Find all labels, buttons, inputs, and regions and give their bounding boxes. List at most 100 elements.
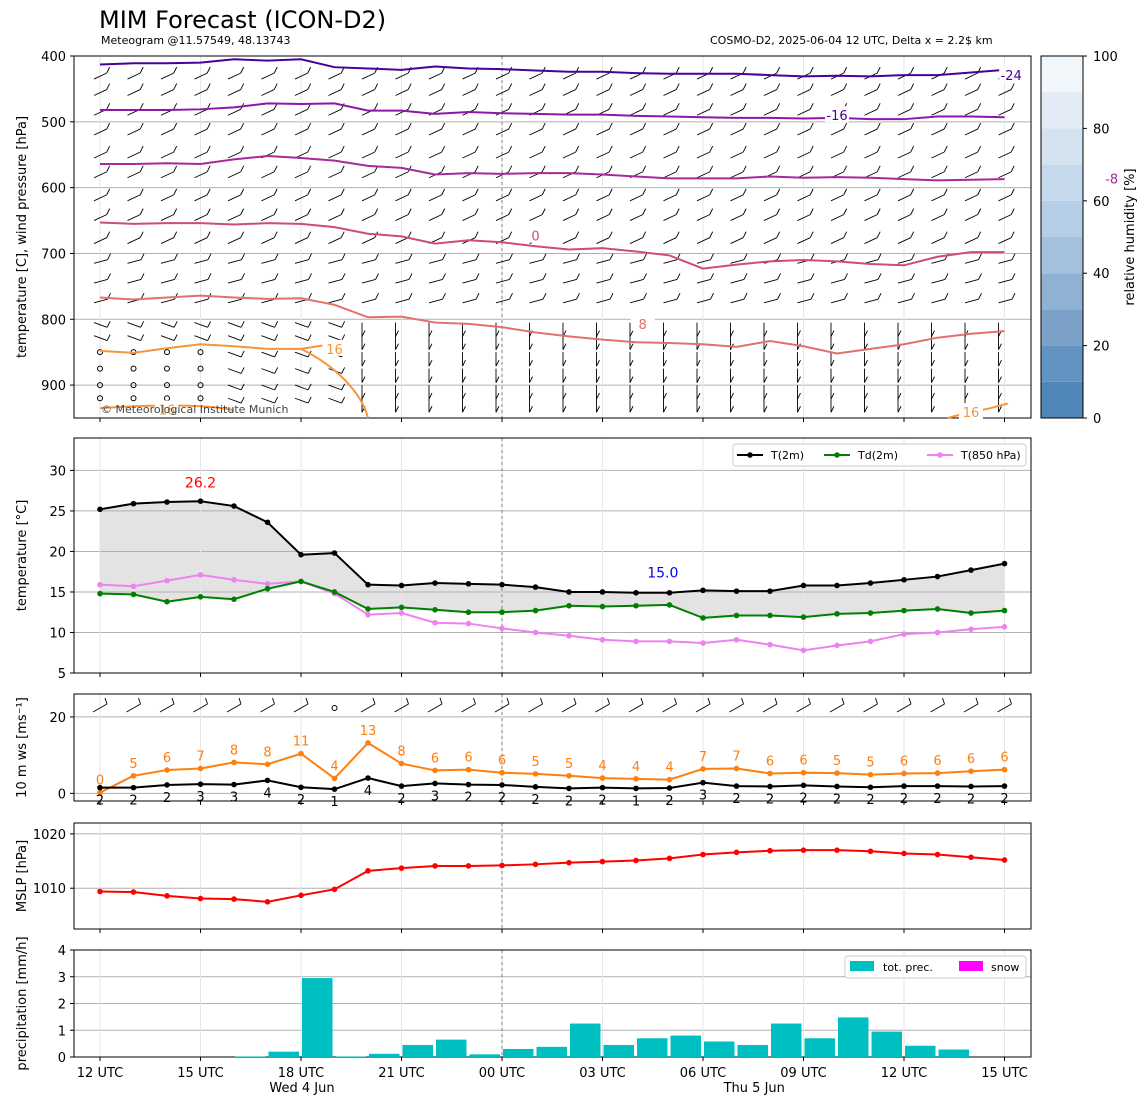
wind-barb	[730, 214, 744, 221]
wind-barb-feather	[998, 406, 1002, 413]
wind-barb-feather	[541, 103, 546, 110]
wind-barb-feather	[629, 376, 634, 383]
wind-barb	[328, 298, 343, 304]
wind-barb-feather	[106, 122, 111, 130]
wind-barb	[763, 279, 778, 284]
y-tick-label: 800	[41, 313, 66, 328]
data-point	[767, 612, 773, 619]
wind-barb	[864, 194, 878, 202]
wind-barb	[294, 279, 309, 284]
wind-barb	[93, 298, 108, 304]
wind-barb	[663, 237, 677, 244]
wind-barb	[729, 703, 744, 713]
wind-barb-feather	[674, 697, 677, 705]
wind-barb	[227, 322, 242, 328]
wind-barb	[93, 89, 107, 96]
wind-barb-feather	[106, 83, 111, 90]
wind-barb-feather	[307, 231, 312, 238]
wind-barb-feather	[978, 253, 982, 260]
wind-barb-feather	[340, 145, 345, 153]
temperature-panel: 5 10 15 20 25 30 temperature [°C] 26.2 15.0 T(2m)…	[15, 437, 1032, 682]
gust-value-label: 7	[699, 750, 707, 765]
wind-barb	[261, 89, 275, 96]
wind-barb	[964, 128, 978, 136]
calm-wind-marker	[197, 395, 204, 402]
wind-barb-feather	[375, 253, 379, 260]
wind-barb-feather	[841, 697, 845, 705]
wind-barb	[628, 703, 644, 713]
wind-barb	[127, 128, 141, 136]
data-point	[867, 784, 874, 791]
wind-barb-feather	[742, 83, 747, 90]
wind-barb	[361, 259, 376, 264]
wind-barb	[395, 128, 409, 136]
isotherm-label-bg	[959, 403, 983, 420]
wind-barb-feather	[742, 103, 747, 110]
mean-wind-value-label: 2	[96, 794, 104, 809]
wind-barb-feather	[1010, 83, 1015, 90]
wind-barb	[261, 128, 275, 136]
wind-barb-feather	[428, 359, 433, 367]
data-point	[264, 585, 271, 592]
wind-barb-feather	[808, 697, 811, 705]
wind-barb	[964, 298, 979, 304]
calm-wind-marker	[164, 395, 170, 402]
wind-barb-feather	[495, 330, 500, 337]
wind-barb-feather	[575, 165, 580, 173]
wind-barb	[93, 151, 107, 159]
wind-barb-feather	[307, 334, 312, 341]
wind-barb	[730, 89, 744, 96]
wind-barb-feather	[743, 292, 748, 300]
wind-barb	[964, 72, 978, 80]
wind-barb	[797, 151, 811, 159]
wind-barb-feather	[576, 253, 580, 260]
calm-wind-marker	[164, 365, 170, 372]
wind-barb-feather	[428, 343, 433, 350]
wind-barb	[328, 72, 342, 80]
wind-barb	[629, 108, 643, 116]
mean-wind-value-label: 2	[129, 794, 137, 809]
data-point	[365, 740, 371, 746]
wind-barb-feather	[441, 66, 446, 74]
wind-barb-feather	[810, 253, 815, 260]
y-tick-label: 25	[49, 505, 66, 520]
wind-barb-feather	[675, 208, 680, 215]
wind-barb-feather	[642, 145, 647, 153]
wind-barb	[696, 194, 710, 202]
wind-barb	[931, 194, 945, 202]
data-point	[532, 861, 539, 868]
wind-barb-feather	[307, 383, 312, 391]
wind-barb	[261, 237, 275, 244]
wind-barb-feather	[340, 188, 345, 196]
wind-barb-feather	[843, 83, 848, 90]
calm-wind-marker	[130, 382, 137, 389]
wind-barb-feather	[272, 697, 275, 705]
data-point	[164, 499, 170, 505]
wind-barb-feather	[542, 273, 547, 280]
wind-barb	[797, 279, 812, 284]
y-tick-label: 400	[41, 50, 66, 65]
data-point	[231, 596, 237, 603]
data-point	[800, 647, 807, 654]
wind-barb-feather	[274, 383, 279, 391]
wind-barb	[830, 298, 845, 304]
wind-barb	[797, 194, 811, 202]
wind-barb-feather	[1010, 231, 1015, 238]
wind-barb	[361, 72, 375, 80]
data-point	[331, 550, 338, 556]
isotherm-label: 16	[326, 343, 343, 358]
wind-barb	[797, 214, 811, 221]
y-tick-label: 5	[58, 667, 66, 682]
wind-barb-feather	[875, 697, 878, 705]
wind-barb-feather	[508, 208, 513, 215]
wind-barb-feather	[608, 83, 613, 90]
wind-barb	[730, 194, 744, 202]
wind-barb	[261, 171, 275, 179]
wind-barb-feather	[978, 273, 982, 280]
y-axis-label: MSLP [hPa]	[15, 840, 30, 912]
wind-barb	[763, 237, 777, 244]
wind-barb-feather	[495, 392, 500, 400]
wind-barb	[596, 89, 610, 96]
isotherm-label-bg	[999, 66, 1024, 83]
